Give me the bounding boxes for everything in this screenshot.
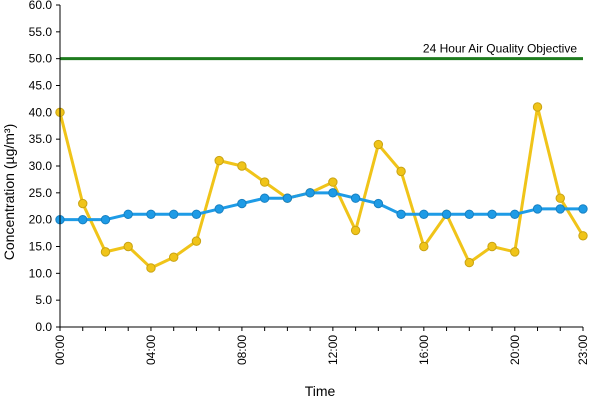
series-1-point [168, 252, 179, 262]
x-tick-label: 12:00 [326, 335, 340, 365]
x-tick-label: 00:00 [53, 335, 67, 365]
series-2-point [396, 209, 406, 220]
series-1-point [78, 198, 88, 209]
series-2-point [214, 204, 224, 214]
reference-line-label: 24 Hour Air Quality Objective [423, 42, 577, 56]
series-1-point [419, 241, 429, 252]
series-2-point [146, 209, 156, 220]
series-2-point [441, 209, 452, 220]
series-2-point [100, 214, 111, 225]
y-tick-label: 60.0 [29, 0, 53, 12]
series-1-point [123, 241, 133, 252]
series-2-point [464, 209, 475, 220]
x-axis-title: Time [305, 383, 336, 399]
reference-line-group: 24 Hour Air Quality Objective [60, 42, 583, 61]
series-2-point [373, 198, 384, 209]
series-2-point [259, 193, 270, 203]
y-tick-label: 20.0 [29, 213, 53, 227]
series-2-point [578, 204, 588, 214]
series-2-point [282, 193, 293, 203]
y-tick-label: 15.0 [29, 240, 53, 254]
series-2-point [123, 209, 133, 220]
x-tick-label: 08:00 [235, 335, 249, 365]
y-tick-label: 25.0 [29, 186, 53, 200]
series-2-point [555, 204, 565, 214]
series-1-point [373, 139, 384, 150]
series-2-point [350, 193, 361, 203]
series-group [55, 102, 588, 273]
x-axis-ticks: 00:00 04:00 08:00 12:00 16:00 20:00 23:00 [53, 327, 590, 365]
series-1-line [58, 105, 585, 270]
y-tick-label: 30.0 [29, 159, 53, 173]
series-1-point [237, 161, 247, 171]
series-1-point [532, 102, 543, 112]
series-1-point [191, 236, 202, 246]
series-2-point [510, 209, 520, 220]
series-1-point [464, 257, 475, 268]
series-1-point [555, 193, 565, 203]
series-2-point [168, 209, 179, 220]
x-tick-label: 23:00 [576, 335, 590, 365]
y-tick-label: 10.0 [29, 266, 53, 280]
series-2-point [78, 214, 88, 225]
series-2-point [419, 209, 429, 220]
y-tick-label: 55.0 [29, 25, 53, 39]
series-1-point [214, 155, 224, 166]
y-tick-label: 50.0 [29, 52, 53, 66]
axes [59, 5, 583, 328]
series-1-point [259, 177, 270, 187]
series-1-point [396, 166, 406, 177]
x-tick-label: 20:00 [508, 335, 522, 365]
series-1-point [510, 247, 520, 257]
y-tick-label: 45.0 [29, 79, 53, 93]
y-axis-ticks: 0.0 5.0 10.0 15.0 20.0 25.0 30.0 35.0 40.0 45.0 50… [29, 0, 60, 334]
y-tick-label: 0.0 [35, 320, 52, 334]
series-1-point [100, 247, 111, 257]
series-2-point [487, 209, 497, 220]
series-2-point [532, 204, 543, 214]
series-1-point [578, 231, 588, 241]
x-tick-label: 04:00 [144, 335, 158, 365]
series-2-point [328, 188, 338, 198]
y-tick-label: 35.0 [29, 132, 53, 146]
series-1-point [146, 263, 156, 273]
series-1-point [487, 241, 497, 252]
series-1-point [350, 225, 361, 236]
series-2-line [60, 191, 583, 222]
x-tick-label: 16:00 [417, 335, 431, 365]
series-2-point [305, 188, 315, 198]
y-tick-label: 5.0 [35, 293, 52, 307]
series-2-point [237, 198, 247, 209]
series-2-point [191, 209, 202, 220]
y-axis-title: Concentration (µg/m³) [1, 124, 17, 260]
series-1-point [328, 177, 338, 187]
y-tick-label: 40.0 [29, 105, 53, 119]
